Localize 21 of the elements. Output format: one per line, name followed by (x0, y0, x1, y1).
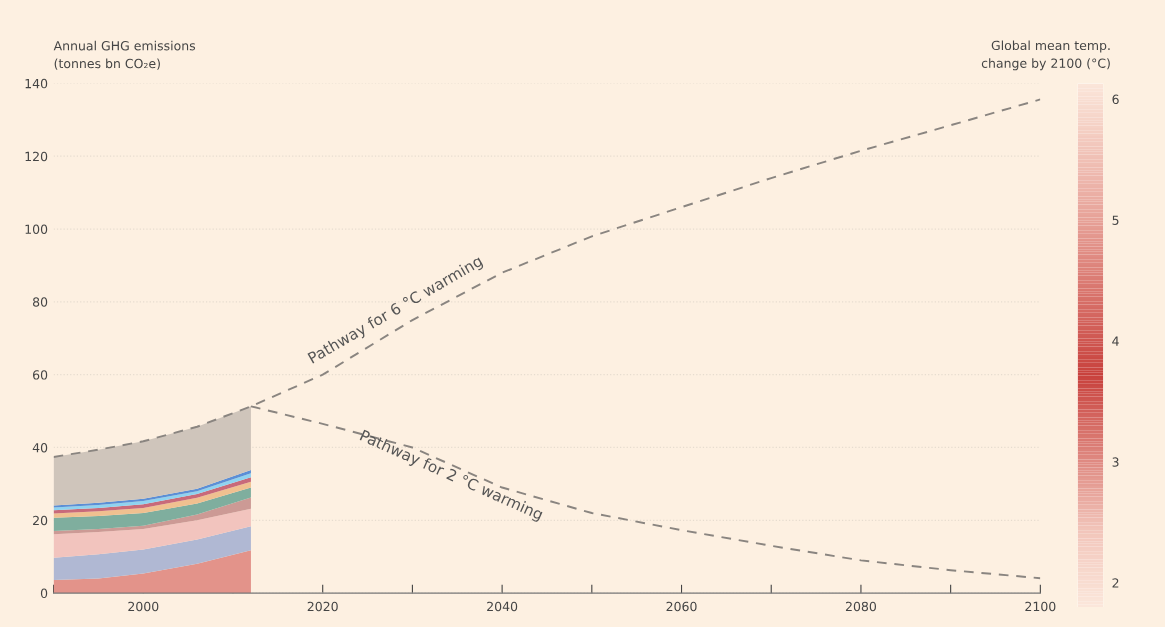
color-bar-title: Global mean temp. change by 2100 (°C) (981, 40, 1110, 71)
x-tick-label: 2000 (128, 601, 159, 612)
y-tick-label: 60 (33, 370, 48, 380)
x-tick-label: 2060 (666, 601, 697, 612)
y-tick-label: 0 (40, 588, 48, 599)
color-bar-label: 6 (1112, 94, 1119, 105)
y-tick-label: 140 (25, 78, 48, 89)
y-tick-label: 40 (32, 442, 48, 453)
color-bar-label: 3 (1112, 457, 1119, 467)
x-tick-label: 2100 (1025, 601, 1056, 612)
color-bar-label: 5 (1112, 215, 1119, 225)
y-tick-label: 100 (25, 224, 48, 234)
color-bar-label: 2 (1112, 578, 1119, 588)
y-tick-label: 120 (25, 151, 48, 162)
x-tick-label: 2040 (487, 601, 518, 612)
x-tick-label: 2020 (307, 601, 338, 612)
x-tick-label: 2080 (845, 601, 877, 612)
color-bar-label: 4 (1112, 336, 1119, 346)
y-tick-label: 20 (33, 515, 48, 526)
y-tick-label: 80 (32, 297, 48, 307)
y-axis-title: Annual GHG emissions (tonnes bn CO₂e) (53, 40, 196, 70)
